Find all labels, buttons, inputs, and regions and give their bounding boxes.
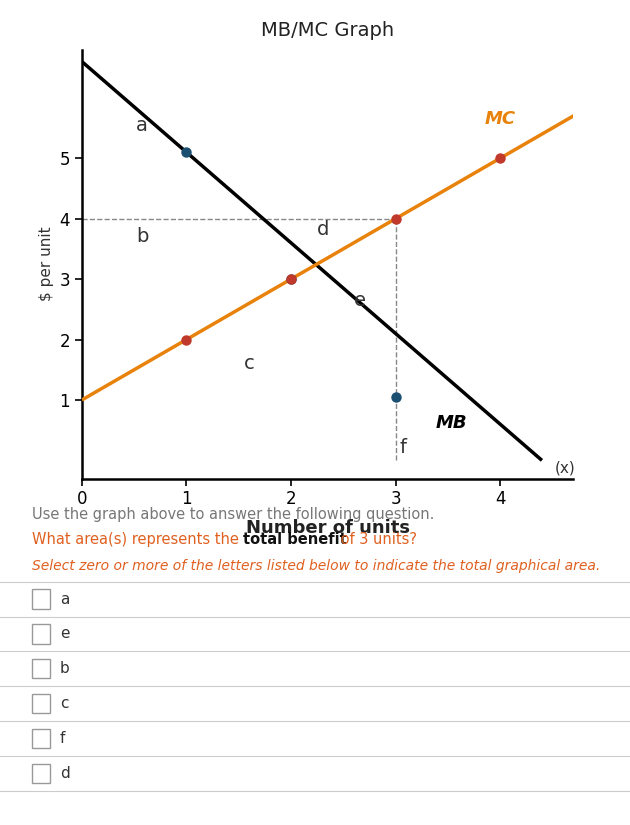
Text: What area(s) represents the: What area(s) represents the <box>32 532 243 547</box>
Text: a: a <box>60 592 69 606</box>
Text: b: b <box>60 662 69 676</box>
Text: MB: MB <box>435 414 467 432</box>
Text: (x): (x) <box>554 460 575 475</box>
Text: f: f <box>60 731 66 746</box>
Text: of 3 units?: of 3 units? <box>336 532 417 547</box>
Text: b: b <box>136 228 149 247</box>
Title: MB/MC Graph: MB/MC Graph <box>261 21 394 40</box>
Text: e: e <box>60 626 69 642</box>
Text: d: d <box>60 766 69 781</box>
X-axis label: Number of units: Number of units <box>246 520 410 537</box>
Text: total benefit: total benefit <box>243 532 346 547</box>
Y-axis label: $ per unit: $ per unit <box>39 227 54 301</box>
Text: d: d <box>317 220 329 239</box>
Text: e: e <box>353 290 366 309</box>
Text: a: a <box>136 116 148 134</box>
Text: f: f <box>400 437 407 456</box>
Text: Select zero or more of the letters listed below to indicate the total graphical : Select zero or more of the letters liste… <box>32 559 600 573</box>
Text: Use the graph above to answer the following question.: Use the graph above to answer the follow… <box>32 507 434 522</box>
Text: MC: MC <box>484 110 515 128</box>
Text: c: c <box>60 696 68 711</box>
Text: c: c <box>244 354 255 373</box>
